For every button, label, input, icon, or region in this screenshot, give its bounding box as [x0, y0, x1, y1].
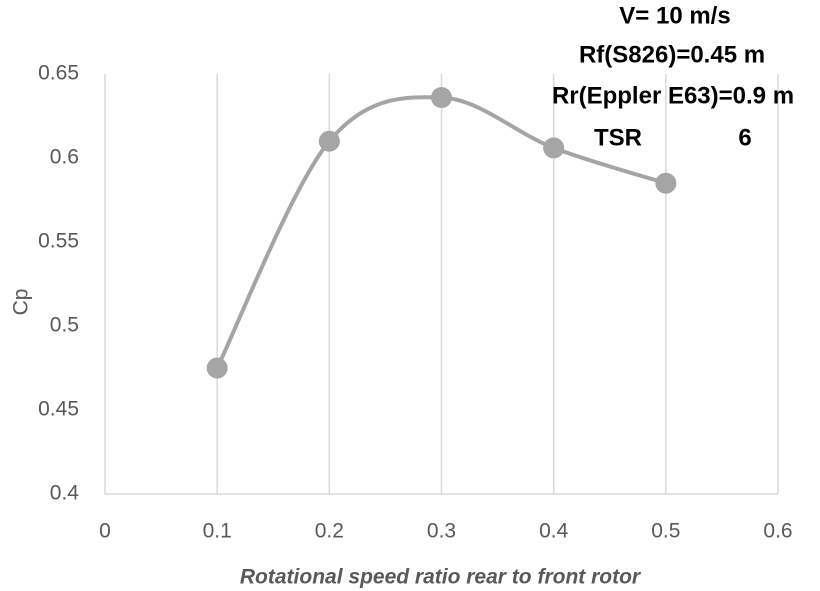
- x-tick-label: 0.4: [539, 520, 569, 543]
- x-tick-label: 0.1: [203, 520, 232, 543]
- y-tick-label: 0.65: [38, 62, 79, 85]
- y-tick-label: 0.5: [50, 314, 79, 337]
- data-point: [543, 137, 565, 159]
- y-tick-label: 0.55: [38, 230, 79, 253]
- x-tick-label: 0: [99, 520, 111, 543]
- annotation: V= 10 m/s: [619, 2, 730, 29]
- y-tick-label: 0.45: [38, 398, 79, 421]
- series-line: [215, 95, 667, 369]
- y-axis-label: Cp: [10, 289, 33, 316]
- x-tick-label: 0.5: [651, 520, 680, 543]
- annotation: 6: [738, 124, 751, 151]
- y-tick-label: 0.4: [50, 482, 80, 505]
- annotation: Rr(Eppler E63)=0.9 m: [552, 82, 794, 109]
- annotation: TSR: [594, 124, 642, 151]
- x-axis-label: Rotational speed ratio rear to front rot…: [240, 566, 642, 589]
- x-tick-label: 0.3: [427, 520, 456, 543]
- x-tick-label: 0.2: [315, 520, 344, 543]
- data-point: [318, 130, 340, 152]
- data-point: [655, 172, 677, 194]
- data-point: [206, 357, 228, 379]
- annotation: Rf(S826)=0.45 m: [579, 41, 765, 68]
- x-tick-label: 0.6: [763, 520, 792, 543]
- y-tick-label: 0.6: [50, 146, 79, 169]
- data-point: [431, 87, 452, 109]
